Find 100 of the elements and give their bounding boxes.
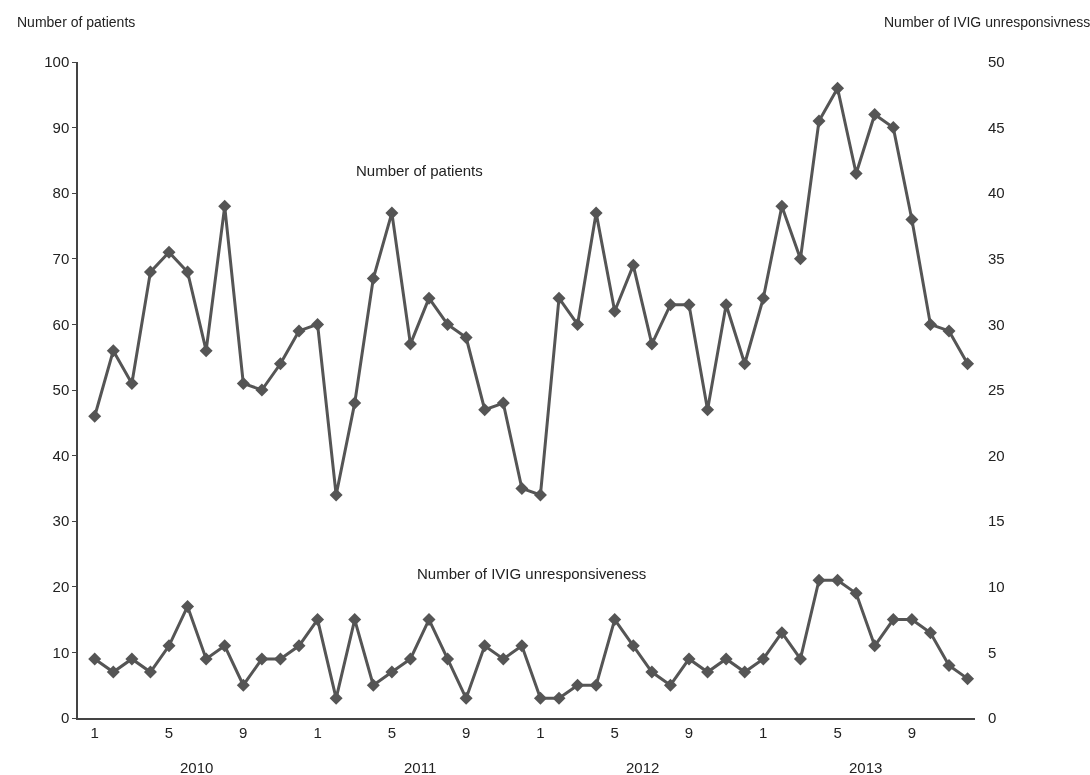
- y-tick-label: 70: [52, 250, 70, 268]
- y2-tick-label: 15: [988, 512, 1005, 530]
- point: [236, 678, 250, 692]
- point: [626, 639, 640, 653]
- y2-tick-label: 40: [988, 184, 1005, 202]
- text: 2013: [849, 759, 883, 775]
- y-tick-label: 30: [52, 512, 70, 530]
- text: 2012: [626, 759, 660, 775]
- point: [459, 331, 473, 345]
- y-tick-label: 20: [52, 578, 70, 596]
- point: [942, 324, 956, 338]
- point: [311, 613, 325, 627]
- point: [793, 252, 807, 266]
- point: [886, 121, 900, 135]
- point: [701, 403, 715, 417]
- point: [329, 488, 343, 502]
- point: [571, 678, 585, 692]
- point: [273, 357, 287, 371]
- point: [645, 665, 659, 679]
- point: [533, 488, 547, 502]
- y-tick-label: 90: [52, 118, 70, 136]
- point: [181, 599, 195, 613]
- x-tick-label: 5: [610, 723, 619, 741]
- text: 2011: [404, 759, 437, 775]
- y-tick-label: 100: [44, 53, 70, 71]
- point: [422, 291, 436, 305]
- y2-tick-label: 35: [988, 250, 1005, 268]
- point: [403, 337, 417, 351]
- point: [756, 291, 770, 305]
- point: [663, 298, 677, 312]
- point: [719, 652, 733, 666]
- y2-tick-label: 10: [988, 578, 1005, 596]
- y2-tick-label: 25: [988, 381, 1005, 399]
- point: [403, 652, 417, 666]
- text: 2010: [180, 759, 214, 775]
- y-tick-label: 80: [52, 184, 70, 202]
- point: [682, 652, 696, 666]
- point: [255, 652, 269, 666]
- point: [162, 639, 176, 653]
- x-tick-label: 9: [684, 723, 694, 741]
- point: [143, 665, 157, 679]
- point: [478, 639, 492, 653]
- point: [255, 383, 269, 397]
- y2-axis-title: Number of IVIG unresponsivness: [884, 14, 1090, 30]
- x-tick-label: 1: [90, 723, 99, 741]
- text: Number of IVIG unresponsiveness: [417, 565, 647, 582]
- point: [533, 691, 547, 705]
- x-tick-label: 5: [164, 723, 174, 741]
- point: [701, 665, 715, 679]
- point: [831, 573, 845, 587]
- point: [162, 245, 176, 259]
- point: [608, 304, 622, 318]
- point: [812, 114, 826, 128]
- point: [496, 652, 510, 666]
- point: [125, 652, 139, 666]
- point: [775, 626, 789, 640]
- point: [106, 344, 120, 358]
- point: [831, 81, 845, 95]
- point: [886, 613, 900, 627]
- point: [88, 652, 102, 666]
- x-tick-label: 5: [387, 723, 397, 741]
- point: [441, 317, 455, 331]
- y2-tick-label: 20: [988, 446, 1005, 464]
- point: [849, 167, 863, 181]
- y2-tick-label: 5: [988, 643, 997, 661]
- point: [923, 626, 937, 640]
- point: [292, 639, 306, 653]
- point: [236, 376, 250, 390]
- x-tick-label: 1: [759, 723, 768, 741]
- point: [682, 298, 696, 312]
- point: [515, 639, 529, 653]
- x-tick-label: 1: [536, 723, 545, 741]
- point: [849, 586, 863, 600]
- y2-tick-label: 0: [988, 709, 997, 727]
- point: [125, 376, 139, 390]
- point: [905, 613, 919, 627]
- point: [905, 212, 919, 226]
- y-tick-label: 10: [52, 643, 70, 661]
- point: [923, 317, 937, 331]
- x-tick-label: 1: [313, 723, 322, 741]
- text: Number of patients: [356, 162, 483, 179]
- point: [106, 665, 120, 679]
- point: [793, 652, 807, 666]
- point: [868, 639, 882, 653]
- point: [478, 403, 492, 417]
- point: [589, 206, 603, 220]
- y2-tick-label: 45: [988, 118, 1005, 136]
- point: [143, 265, 157, 279]
- point: [868, 107, 882, 121]
- y2-tick-label: 30: [988, 315, 1005, 333]
- point: [571, 317, 585, 331]
- point: [385, 665, 399, 679]
- point: [961, 672, 975, 686]
- point: [663, 678, 677, 692]
- y-tick-label: 60: [52, 315, 70, 333]
- point: [422, 613, 436, 627]
- x-tick-label: 9: [239, 723, 248, 741]
- point: [589, 678, 603, 692]
- point: [366, 678, 380, 692]
- point: [961, 357, 975, 371]
